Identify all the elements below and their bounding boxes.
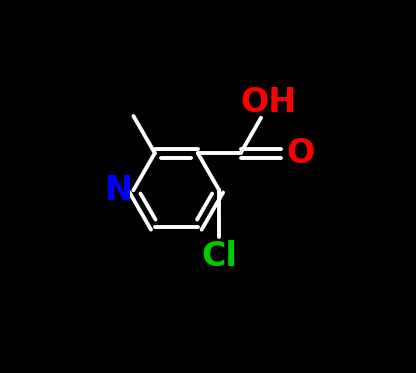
Text: N: N bbox=[104, 174, 133, 207]
Text: OH: OH bbox=[240, 87, 297, 119]
Text: O: O bbox=[286, 137, 314, 170]
Text: Cl: Cl bbox=[201, 239, 237, 273]
